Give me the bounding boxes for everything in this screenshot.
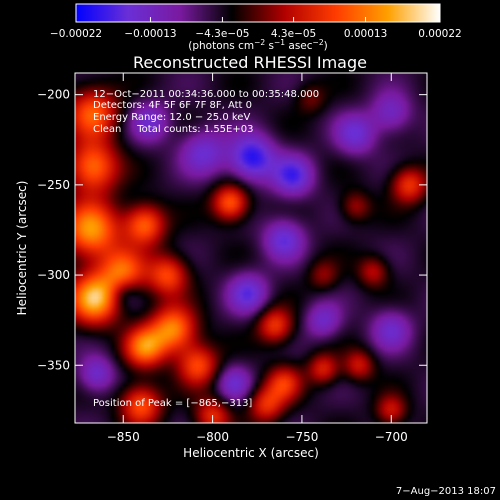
annotation-method-counts: Clean Total counts: 1.55E+03	[93, 124, 253, 135]
colorbar-ticks: −0.00022 −0.00013 −4.3e−05 4.3e−05 0.00013 0.…	[50, 17, 462, 40]
x-axis-label: Heliocentric X (arcsec)	[183, 446, 319, 460]
footer-date: 7−Aug−2013 18:07	[396, 486, 496, 497]
plot-frame	[74, 72, 428, 424]
annotation-detectors: Detectors: 4F 5F 6F 7F 8F, Att 0	[93, 100, 252, 111]
chart-title: Reconstructed RHESSI Image	[133, 53, 367, 72]
colorbar-tick-label: 4.3e−05	[271, 28, 316, 40]
y-tick-label: −200	[37, 88, 70, 102]
annotation-time-range: 12−Oct−2011 00:34:36.000 to 00:35:48.000	[93, 89, 319, 100]
colorbar-units-label: (photons cm−2 s−1 asec−2)	[188, 38, 327, 52]
x-axis-ticks: −850 −800 −750 −700	[107, 73, 408, 444]
colorbar	[75, 3, 441, 23]
y-tick-label: −250	[37, 178, 70, 192]
annotation-peak-position: Position of Peak = [−865,−313]	[93, 398, 252, 409]
y-tick-label: −350	[37, 358, 70, 372]
colorbar-tick-label: −0.00013	[124, 28, 176, 40]
heatmap-image	[75, 73, 427, 423]
y-axis-label: Heliocentric Y (arcsec)	[15, 181, 29, 316]
x-tick-label: −800	[196, 430, 229, 444]
colorbar-tick-label: 0.00013	[344, 28, 387, 40]
x-tick-label: −850	[107, 430, 140, 444]
y-axis-ticks: −200 −250 −300 −350	[37, 88, 427, 372]
y-tick-label: −300	[37, 268, 70, 282]
colorbar-tick-label: −0.00022	[50, 28, 102, 40]
colorbar-tick-label: 0.00022	[418, 28, 461, 40]
x-tick-label: −750	[285, 430, 318, 444]
x-tick-label: −700	[375, 430, 408, 444]
annotation-energy-range: Energy Range: 12.0 − 25.0 keV	[93, 112, 250, 123]
colorbar-tick-label: −4.3e−05	[195, 28, 249, 40]
